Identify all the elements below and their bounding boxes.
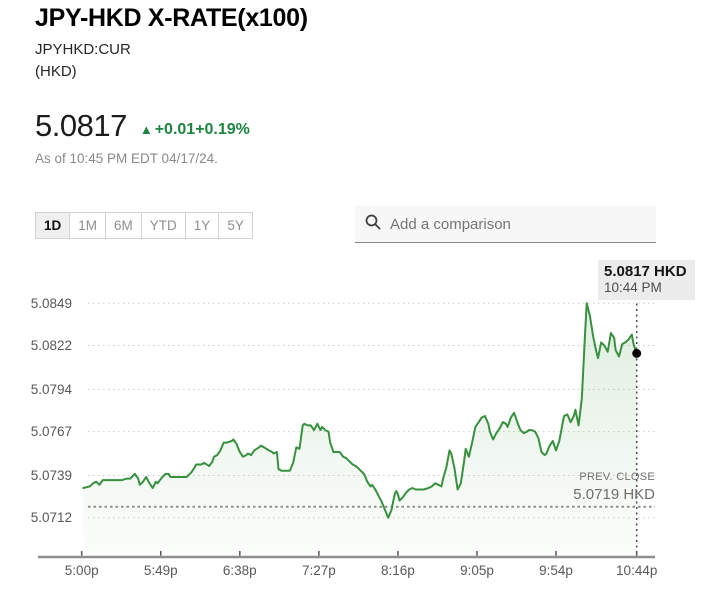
x-axis-label: 7:27p [302,563,336,578]
y-axis-label: 5.0794 [31,382,73,397]
y-axis-label: 5.0767 [31,424,72,439]
price-change-pct: +0.19% [195,121,250,138]
tooltip-time: 10:44 PM [604,280,662,295]
ticker-symbol: JPYHKD:CUR [35,41,131,58]
as-of-timestamp: As of 10:45 PM EDT 04/17/24. [35,151,218,166]
up-arrow-icon: ▲ [139,122,153,137]
price-unit: (HKD) [35,63,77,80]
range-tab-1m[interactable]: 1M [69,212,107,239]
y-axis-label: 5.0712 [31,510,72,525]
x-axis-label: 10:44p [616,563,657,578]
x-axis-label: 9:05p [460,563,494,578]
last-price: 5.0817 [35,108,127,143]
prev-close-annotation: PREV. CLOSE 5.0719 HKD [573,471,655,503]
price-line [82,302,638,519]
x-axis-label: 5:00p [65,563,99,578]
price-area [83,303,637,557]
range-tab-6m[interactable]: 6M [105,212,142,239]
tooltip-price: 5.0817 HKD [604,263,687,280]
x-axis-label: 6:38p [223,563,257,578]
range-tab-5y[interactable]: 5Y [218,212,253,239]
range-tabs: 1D 1M 6M YTD 1Y 5Y [35,212,253,239]
y-axis-label: 5.0849 [31,296,72,311]
comparison-search-input[interactable] [390,215,646,233]
x-axis-label: 5:49p [144,563,178,578]
y-axis-label: 5.0822 [31,338,72,353]
search-icon [365,214,381,235]
comparison-search[interactable] [355,206,656,243]
price-row: 5.0817 ▲ +0.01+0.19% [35,110,250,142]
price-change: ▲ +0.01+0.19% [140,121,250,139]
x-axis-label: 8:16p [381,563,415,578]
range-tab-1d[interactable]: 1D [35,212,71,239]
price-change-abs: +0.01 [154,121,196,138]
x-axis-label: 9:54p [539,563,573,578]
last-price-dot [632,348,642,358]
prev-close-value: 5.0719 HKD [573,486,655,503]
page-title: JPY-HKD X-RATE(x100) [35,4,308,32]
prev-close-label: PREV. CLOSE [579,471,655,483]
range-tab-1y[interactable]: 1Y [184,212,220,239]
last-price-tooltip: 5.0817 HKD 10:44 PM [598,260,695,300]
range-tab-ytd[interactable]: YTD [140,212,186,239]
y-axis-label: 5.0739 [31,468,72,483]
